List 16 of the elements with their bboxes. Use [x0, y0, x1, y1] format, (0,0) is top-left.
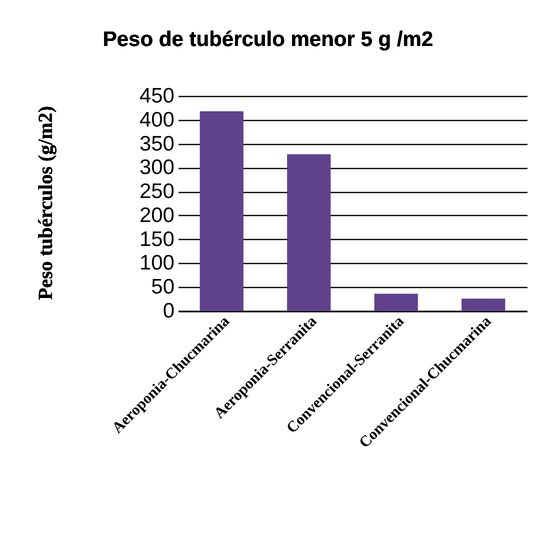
chart-title: Peso de tubérculo menor 5 g /m2 — [102, 28, 434, 51]
y-tick-label: 300 — [139, 156, 174, 180]
y-tick-label: 100 — [139, 252, 174, 275]
y-tick-label: 150 — [139, 228, 174, 251]
y-tick-label: 400 — [139, 108, 174, 132]
bar — [200, 111, 244, 311]
y-tick-label: 450 — [139, 84, 174, 108]
bar — [287, 154, 331, 311]
y-axis-title: Peso tubérculos (g/m2) — [35, 106, 57, 300]
y-tick-label: 350 — [139, 132, 174, 156]
y-tick-label: 200 — [139, 204, 174, 227]
bar — [462, 298, 506, 311]
y-tick-label: 250 — [139, 180, 174, 204]
y-tick-label: 50 — [151, 276, 174, 299]
bar — [374, 294, 418, 311]
y-tick-label: 0 — [162, 300, 174, 322]
